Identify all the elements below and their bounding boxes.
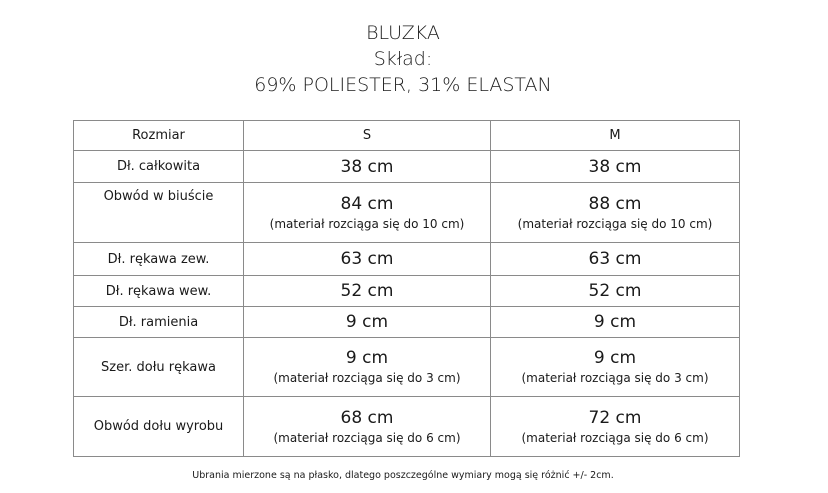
measurement-value: 63 cm xyxy=(588,249,642,269)
header-m: M xyxy=(490,120,740,151)
footer-note: Ubrania mierzone są na płasko, dlatego p… xyxy=(192,470,614,481)
size-table: Rozmiar S M Dł. całkowita 38 cm 38 cm Obwód… xyxy=(73,120,740,457)
measurement-value: 9 cm xyxy=(593,348,637,368)
row-label: Dł. rękawa zew. xyxy=(73,242,244,276)
table-row: Obwód dołu wyrobu 68 cm (materiał rozciąga… xyxy=(73,396,740,457)
cell-s: 38 cm xyxy=(243,150,491,183)
measurement-value: 88 cm xyxy=(588,193,642,214)
stretch-note: (materiał rozciąga się do 10 cm) xyxy=(517,216,713,231)
cell-s: 63 cm xyxy=(243,242,491,276)
row-label: Szer. dołu rękawa xyxy=(73,337,244,397)
composition-label: Skład: xyxy=(373,48,433,70)
cell-s: 52 cm xyxy=(243,275,491,307)
cell-s: 84 cm (materiał rozciąga się do 10 cm) xyxy=(243,182,491,243)
cell-s: 9 cm (materiał rozciąga się do 3 cm) xyxy=(243,337,491,397)
measurement-value: 9 cm xyxy=(593,312,637,332)
row-label: Obwód dołu wyrobu xyxy=(73,396,244,457)
header-size: Rozmiar xyxy=(73,120,244,151)
stretch-note: (materiał rozciąga się do 3 cm) xyxy=(273,371,461,385)
measurement-value: 38 cm xyxy=(588,156,642,177)
table-header-row: Rozmiar S M xyxy=(73,120,740,151)
row-label: Dł. rękawa wew. xyxy=(73,275,244,307)
document-title: BLUZKA Skład: 69% POLIESTER, 31% ELASTAN xyxy=(0,20,806,98)
table-row: Dł. ramienia 9 cm 9 cm xyxy=(73,306,740,338)
table-row: Dł. rękawa wew. 52 cm 52 cm xyxy=(73,275,740,307)
measurement-value: 9 cm xyxy=(345,348,389,368)
measurement-value: 68 cm xyxy=(340,407,394,428)
cell-m: 38 cm xyxy=(490,150,740,183)
measurement-value: 52 cm xyxy=(340,281,394,301)
measurement-value: 38 cm xyxy=(340,156,394,177)
cell-m: 72 cm (materiał rozciąga się do 6 cm) xyxy=(490,396,740,457)
stretch-note: (materiał rozciąga się do 3 cm) xyxy=(521,371,709,385)
table-row: Obwód w biuście 84 cm (materiał rozciąga s… xyxy=(73,182,740,243)
measurement-value: 63 cm xyxy=(340,249,394,269)
table-row: Dł. rękawa zew. 63 cm 63 cm xyxy=(73,242,740,276)
cell-m: 9 cm xyxy=(490,306,740,338)
cell-m: 52 cm xyxy=(490,275,740,307)
composition-value: 69% POLIESTER, 31% ELASTAN xyxy=(254,74,552,96)
table-row: Dł. całkowita 38 cm 38 cm xyxy=(73,150,740,183)
row-label: Dł. całkowita xyxy=(73,150,244,183)
stretch-note: (materiał rozciąga się do 10 cm) xyxy=(269,216,465,231)
cell-m: 9 cm (materiał rozciąga się do 3 cm) xyxy=(490,337,740,397)
row-label: Dł. ramienia xyxy=(73,306,244,338)
measurement-value: 9 cm xyxy=(345,312,389,332)
measurement-value: 72 cm xyxy=(588,407,642,428)
row-label: Obwód w biuście xyxy=(73,182,244,243)
stretch-note: (materiał rozciąga się do 6 cm) xyxy=(521,430,709,445)
cell-m: 63 cm xyxy=(490,242,740,276)
cell-s: 9 cm xyxy=(243,306,491,338)
measurement-value: 52 cm xyxy=(588,281,642,301)
table-row: Szer. dołu rękawa 9 cm (materiał rozciąga … xyxy=(73,337,740,397)
header-s: S xyxy=(243,120,491,151)
cell-s: 68 cm (materiał rozciąga się do 6 cm) xyxy=(243,396,491,457)
product-name: BLUZKA xyxy=(366,22,440,44)
cell-m: 88 cm (materiał rozciąga się do 10 cm) xyxy=(490,182,740,243)
stretch-note: (materiał rozciąga się do 6 cm) xyxy=(273,430,461,445)
measurement-value: 84 cm xyxy=(340,193,394,214)
